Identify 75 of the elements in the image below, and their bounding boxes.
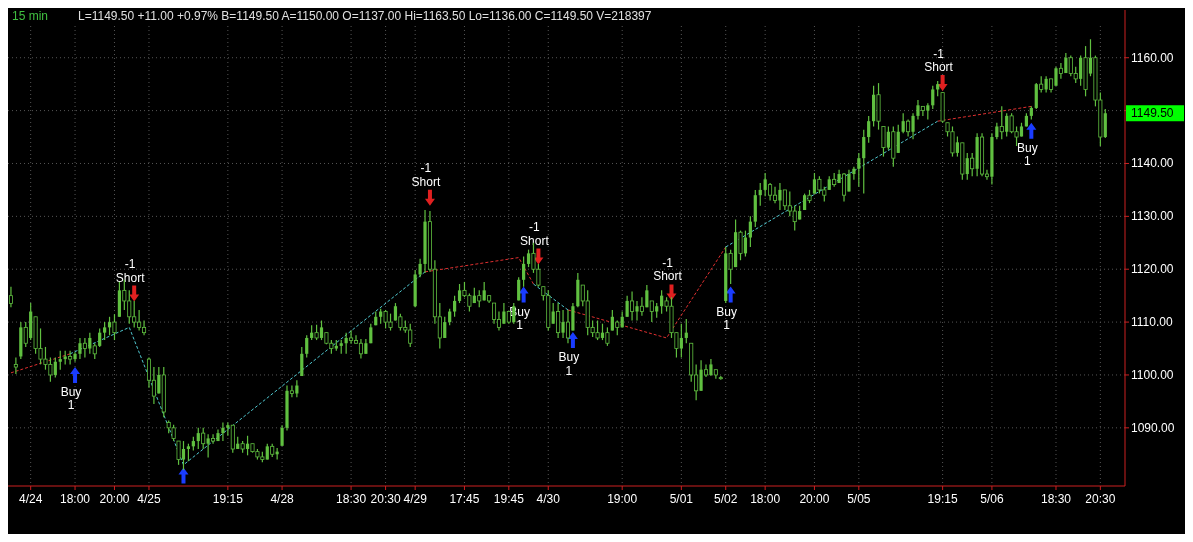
candlestick <box>649 300 654 323</box>
annotation: -1 Short <box>411 161 441 189</box>
candlestick <box>605 326 610 347</box>
annotation: -1 Short <box>115 257 146 285</box>
x-tick-label: 18:30 <box>1040 492 1072 506</box>
candlestick <box>58 350 62 371</box>
candlestick <box>970 152 975 177</box>
annotation: Buy 1 <box>558 350 580 378</box>
x-tick-label: 19:00 <box>607 492 638 506</box>
y-tick-label: 1140.00 <box>1131 156 1174 171</box>
x-tick-label: 18:00 <box>750 492 781 506</box>
chart-subtitle: L=1149.50 +11.00 +0.97% B=1149.50 A=1150.00 O=1137.00 Hi=1163.50 Lo=1136.00 C=1149.50 V=218397 <box>78 9 652 23</box>
candlestick <box>8 286 13 308</box>
candlestick <box>453 295 457 318</box>
annotation: Buy 1 <box>60 384 82 413</box>
x-tick-label: 4/29 <box>403 492 428 506</box>
candlestick <box>492 302 497 325</box>
annotation: Buy 1 <box>1017 140 1038 169</box>
candlestick <box>522 255 526 288</box>
x-tick-label: 17:45 <box>449 492 480 506</box>
candlestick <box>556 302 561 339</box>
candlestick <box>305 334 309 359</box>
annotation: -1 Short <box>520 220 550 248</box>
y-tick-label: 1100.00 <box>1131 367 1174 382</box>
x-tick-label: 4/28 <box>270 492 295 506</box>
x-tick-label: 18:00 <box>60 492 91 506</box>
candlestick <box>857 152 861 188</box>
candlestick <box>226 421 230 437</box>
candlestick <box>931 85 935 110</box>
candlestick <box>999 105 1004 140</box>
candlestick <box>867 115 871 144</box>
candlestick <box>82 337 87 359</box>
x-tick-label: 20:00 <box>99 492 130 506</box>
x-tick-label: 19:15 <box>212 492 244 506</box>
candlestick <box>211 433 216 445</box>
candlestick <box>920 105 925 117</box>
candlestick <box>112 313 117 341</box>
candlestick <box>862 129 866 195</box>
candlestick <box>13 356 18 375</box>
candlestick <box>349 329 354 345</box>
candlestick <box>418 258 422 278</box>
annotation: Buy 1 <box>716 304 737 333</box>
x-tick-label: 20:00 <box>799 492 830 506</box>
y-tick-label: 1160.00 <box>1131 50 1174 65</box>
y-tick-label: 1110.00 <box>1131 315 1173 330</box>
candlestick <box>280 424 284 447</box>
candlestick <box>176 440 181 466</box>
chart-title: 15 min <box>12 9 49 23</box>
x-tick-label: 19:45 <box>493 492 525 506</box>
y-tick-label: 1090.00 <box>1131 420 1175 435</box>
candlestick <box>300 346 304 377</box>
candlestick <box>68 350 73 365</box>
annotation: -1 Short <box>924 46 954 75</box>
x-tick-label: 5/01 <box>669 492 694 506</box>
annotation: -1 Short <box>653 255 683 284</box>
x-tick-label: 4/24 <box>19 492 43 506</box>
x-tick-label: 20:30 <box>1085 492 1116 506</box>
candlestick <box>358 338 363 360</box>
x-tick-label: 5/02 <box>714 492 738 506</box>
candlestick <box>221 421 225 442</box>
text: 1149.50 <box>1131 106 1174 121</box>
x-tick-label: 4/25 <box>137 492 161 506</box>
x-tick-label: 19:15 <box>927 492 958 506</box>
x-tick-label: 5/06 <box>980 492 1004 506</box>
y-tick-label: 1120.00 <box>1131 262 1174 277</box>
candlestick <box>792 205 797 232</box>
candlestick <box>230 424 235 454</box>
x-tick-label: 4/30 <box>536 492 561 506</box>
candlestick <box>881 125 886 158</box>
x-tick-label: 18:30 <box>336 492 367 506</box>
x-tick-label: 20:30 <box>370 492 401 506</box>
x-tick-label: 5/05 <box>847 492 871 506</box>
candlestick <box>630 290 635 322</box>
candlestick <box>201 427 206 450</box>
y-tick-label: 1130.00 <box>1131 209 1174 224</box>
